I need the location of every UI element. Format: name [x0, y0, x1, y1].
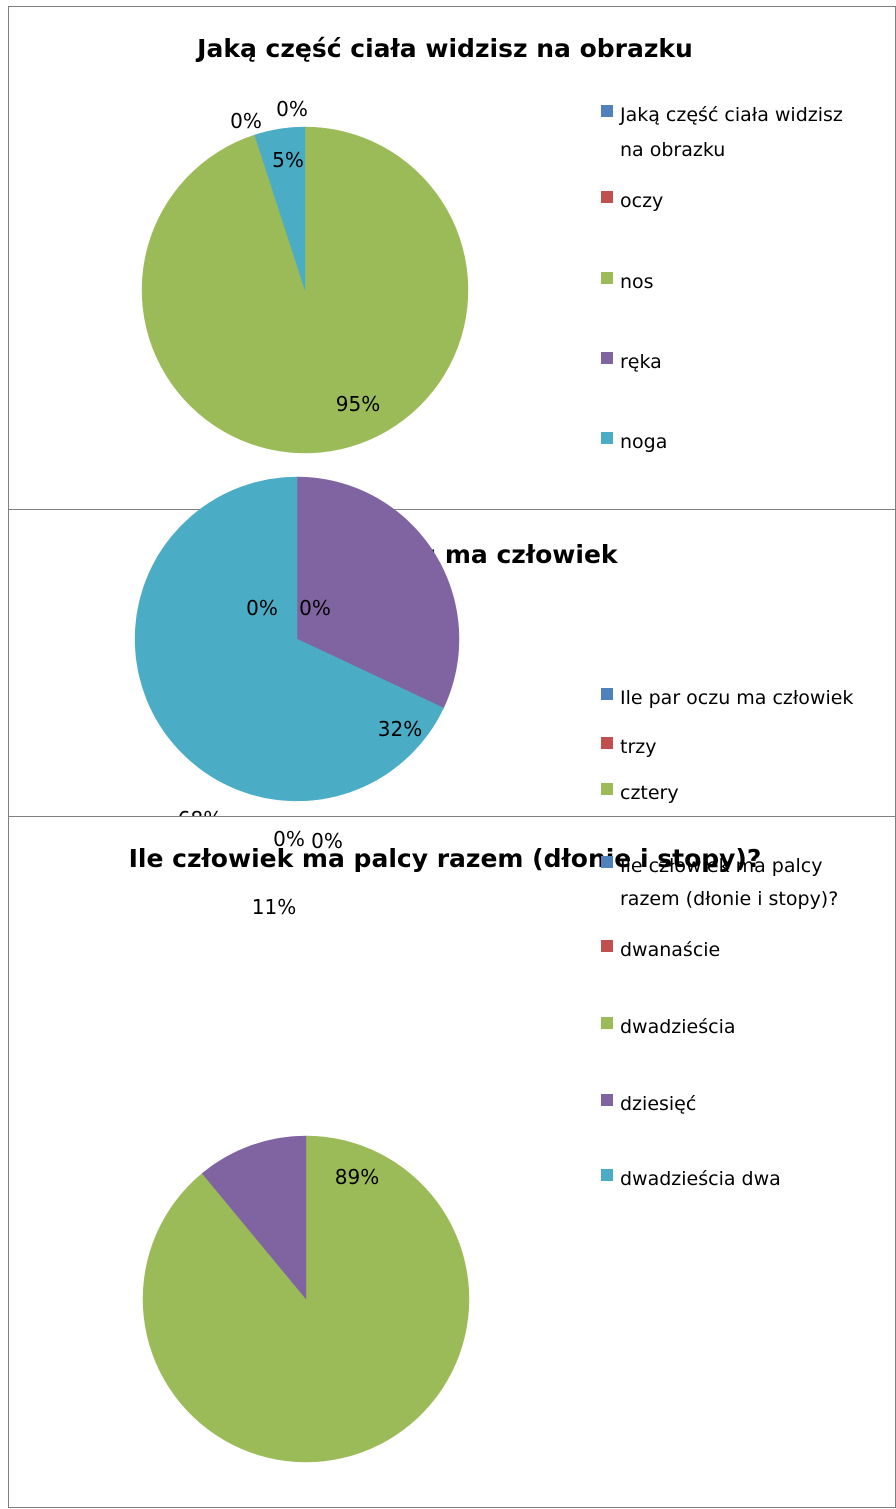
legend-item: dwanaście: [601, 939, 720, 961]
legend-swatch: [601, 940, 613, 952]
legend-swatch: [601, 432, 613, 444]
legend-label: razem (dłonie i stopy)?: [620, 888, 838, 910]
legend-label: Jaką część ciała widzisz: [619, 104, 843, 126]
legend-label: trzy: [620, 736, 656, 758]
legend-swatch: [601, 1169, 613, 1181]
legend-swatch: [601, 783, 613, 795]
legend-item: dziesięć: [601, 1093, 696, 1115]
chart-panel-body-part: Jaką część ciała widzisz na obrazku 0% 0% 9…: [8, 6, 896, 510]
data-label: 32%: [378, 717, 422, 741]
legend-swatch: [601, 1094, 613, 1106]
data-label: 89%: [335, 1165, 379, 1189]
pie-chart-finger-count: Ile człowiek ma palcy razem (dłonie i st…: [129, 827, 838, 1463]
pie-slice-5: [254, 126, 306, 291]
legend-label: dwadzieścia: [620, 1016, 736, 1038]
legend-item: nos: [601, 271, 654, 293]
legend-item: noga: [601, 431, 667, 453]
legend-label: oczy: [620, 190, 663, 212]
data-label: 0%: [230, 109, 262, 133]
legend-item: Jaką część ciała widzisz na obrazku: [601, 104, 843, 161]
pie-slice-4: [296, 476, 460, 709]
legend-swatch: [601, 1017, 613, 1029]
data-label: 5%: [272, 148, 304, 172]
legend-label: nos: [620, 271, 654, 293]
legend-item: Ile człowiek ma palcy razem (dłonie i sto…: [601, 855, 838, 910]
data-label: 0%: [311, 829, 343, 853]
legend-swatch: [601, 856, 613, 868]
legend-label: na obrazku: [620, 139, 725, 161]
data-label: 0%: [276, 97, 308, 121]
legend-item: dwadzieścia: [601, 1016, 736, 1038]
legend-swatch: [601, 191, 613, 203]
legend-label: noga: [620, 431, 667, 453]
pie-slice-4: [201, 1135, 307, 1300]
legend-label: Ile człowiek ma palcy: [620, 855, 822, 877]
legend-swatch: [601, 105, 613, 117]
legend-item: Ile par oczu ma człowiek: [601, 687, 853, 709]
legend-item: ręka: [601, 351, 662, 373]
legend-swatch: [601, 352, 613, 364]
chart-title: Ile człowiek ma palcy razem (dłonie i st…: [129, 844, 762, 873]
legend-label: ręka: [620, 351, 662, 373]
legend-item: cztery: [601, 782, 679, 804]
pie-slice-5: [134, 476, 444, 802]
legend-item: trzy: [601, 736, 656, 758]
legend-swatch: [601, 737, 613, 749]
data-label: 11%: [252, 895, 296, 919]
chart-title: Jaką część ciała widzisz na obrazku: [195, 34, 693, 63]
legend-swatch: [601, 688, 613, 700]
data-label: 0%: [299, 596, 331, 620]
chart-panel-finger-count: Ile człowiek ma palcy razem (dłonie i st…: [8, 816, 896, 1508]
legend-label: dziesięć: [620, 1093, 696, 1115]
legend-item: oczy: [601, 190, 663, 212]
legend-item: dwadzieścia dwa: [601, 1168, 781, 1190]
legend-label: Ile par oczu ma człowiek: [620, 687, 853, 709]
legend-label: dwadzieścia dwa: [620, 1168, 781, 1190]
legend-label: cztery: [620, 782, 679, 804]
pie-chart-body-part: Jaką część ciała widzisz na obrazku 0% 0% 9…: [141, 34, 843, 454]
data-label: 0%: [246, 596, 278, 620]
data-label: 95%: [336, 392, 380, 416]
data-label: 0%: [273, 827, 305, 851]
legend-swatch: [601, 272, 613, 284]
legend-label: dwanaście: [620, 939, 720, 961]
